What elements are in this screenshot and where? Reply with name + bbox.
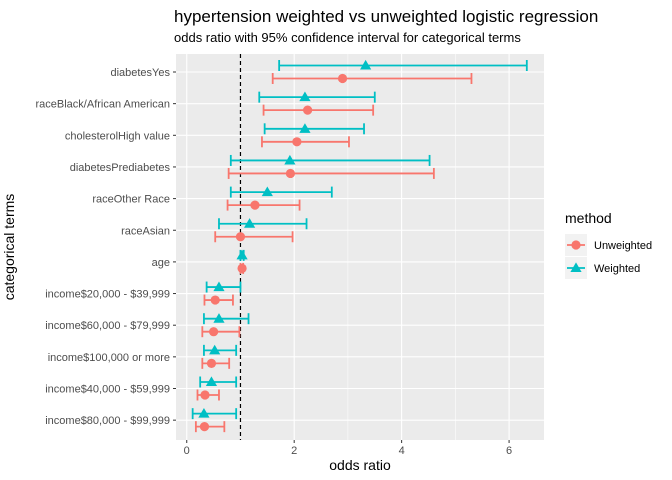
unweighted-estimate-point (209, 327, 219, 337)
y-tick-label: income$20,000 - $39,999 (45, 289, 170, 301)
y-tick-label: income$80,000 - $99,999 (45, 415, 170, 427)
y-tick-label: diabetesYes (110, 67, 170, 79)
unweighted-estimate-point (285, 168, 296, 179)
unweighted-estimate-point (292, 137, 302, 147)
legend-label-weighted: Weighted (594, 263, 640, 275)
weighted-estimate-point (284, 154, 296, 165)
y-tick-label: cholesterolHigh value (65, 130, 170, 142)
legend: method Unweighted Weighted (565, 210, 652, 279)
y-tick-label: diabetesPrediabetes (70, 162, 171, 174)
weighted-estimate-point (299, 91, 311, 102)
y-tick-label: age (152, 257, 170, 269)
unweighted-estimate-point (210, 295, 220, 305)
x-tick-label: 4 (399, 445, 405, 457)
y-axis-ticks: diabetesYes raceBlack/African American cho… (36, 67, 176, 427)
unweighted-estimate-point (337, 73, 348, 84)
unweighted-estimate-point (199, 422, 210, 432)
weighted-estimate-point (236, 249, 248, 260)
chart-title: hypertension weighted vs unweighted logi… (174, 7, 598, 26)
unweighted-estimate-point (235, 232, 246, 242)
legend-keys: Unweighted Weighted (565, 234, 652, 279)
unweighted-estimate-point (303, 105, 313, 115)
y-tick-label: income$60,000 - $79,999 (45, 320, 170, 332)
weighted-estimate-point (261, 186, 273, 197)
legend-key-weighted-marker (570, 262, 582, 273)
unweighted-estimate-point (206, 358, 217, 368)
weighted-estimate-point (209, 344, 221, 355)
y-axis-title: categorical terms (1, 194, 17, 301)
legend-title: method (565, 210, 612, 226)
weighted-estimate-point (299, 123, 311, 133)
plot-panel (176, 54, 544, 440)
x-tick-label: 2 (291, 445, 297, 457)
legend-key-unweighted-marker (571, 240, 581, 250)
x-axis-title: odds ratio (329, 457, 391, 473)
x-tick-label: 0 (184, 445, 190, 457)
unweighted-estimate-point (200, 390, 210, 400)
y-tick-label: income$40,000 - $59,999 (45, 384, 170, 396)
weighted-estimate-point (244, 218, 256, 228)
y-tick-label: income$100,000 or more (48, 352, 170, 364)
grid-lines (176, 54, 544, 440)
y-tick-label: raceAsian (121, 225, 170, 237)
weighted-estimate-point (205, 376, 218, 387)
weighted-estimate-point (213, 313, 225, 323)
chart-subtitle: odds ratio with 95% confidence interval … (174, 30, 521, 45)
x-tick-label: 6 (506, 445, 512, 457)
x-axis-ticks: 0 2 4 6 (184, 440, 512, 457)
weighted-estimate-point (360, 59, 372, 70)
y-tick-label: raceBlack/African American (36, 99, 171, 111)
weighted-estimate-point (213, 281, 225, 292)
unweighted-estimate-point (237, 263, 247, 273)
legend-label-unweighted: Unweighted (594, 240, 652, 252)
unweighted-estimate-point (250, 200, 260, 210)
y-tick-label: raceOther Race (92, 194, 170, 206)
data-marks (191, 59, 528, 433)
weighted-estimate-point (198, 408, 210, 418)
